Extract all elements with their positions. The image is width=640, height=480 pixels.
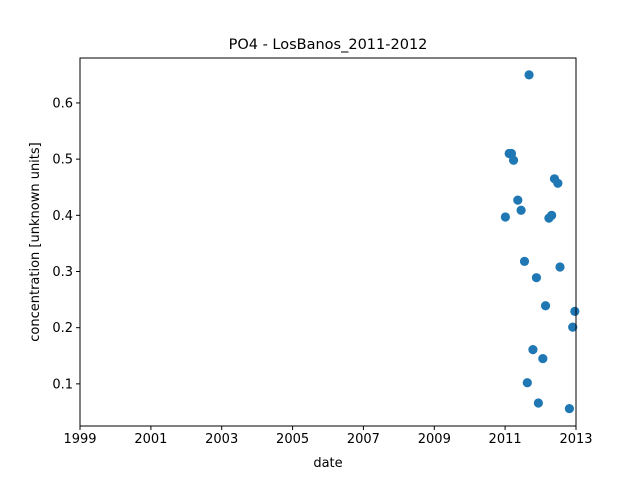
y-tick-label: 0.1 [52, 377, 73, 392]
data-point [568, 322, 578, 332]
y-axis-ticks: 0.1 0.2 0.3 0.4 0.5 0.6 [52, 96, 80, 392]
data-points [500, 70, 580, 414]
y-tick-label: 0.4 [52, 209, 73, 224]
data-point [519, 256, 530, 266]
data-point [516, 205, 526, 215]
y-tick-label: 0.6 [52, 96, 73, 111]
data-point [528, 344, 538, 355]
plot-frame [79, 57, 577, 427]
data-point [547, 210, 557, 220]
y-axis-label: concentration [unknown units] [28, 142, 43, 341]
data-point [533, 398, 543, 408]
data-point [538, 353, 548, 364]
y-tick-label: 0.3 [52, 265, 73, 280]
x-tick-label: 2007 [347, 432, 380, 447]
x-tick-label: 2011 [489, 432, 522, 447]
x-axis-label: date [313, 456, 342, 471]
data-point [513, 195, 523, 205]
data-point [540, 301, 551, 311]
x-tick-label: 1999 [63, 432, 96, 447]
x-tick-label: 2009 [418, 432, 451, 447]
x-tick-label: 2003 [205, 432, 238, 447]
data-point [500, 212, 510, 222]
y-tick-label: 0.2 [52, 321, 73, 336]
y-tick-label: 0.5 [52, 153, 73, 168]
x-tick-label: 2005 [276, 432, 309, 447]
x-tick-label: 2013 [559, 432, 592, 447]
data-point [524, 70, 534, 80]
data-point [553, 178, 563, 188]
chart-title: PO4 - LosBanos_2011-2012 [229, 37, 428, 53]
data-point [564, 403, 575, 414]
data-point [531, 273, 542, 283]
x-axis-ticks: 1999 2001 2003 2005 2007 2009 2011 2013 [63, 426, 593, 447]
data-point [508, 155, 519, 165]
data-point [570, 306, 580, 316]
data-point [522, 378, 532, 388]
data-point [555, 262, 565, 272]
x-tick-label: 2001 [134, 432, 167, 447]
